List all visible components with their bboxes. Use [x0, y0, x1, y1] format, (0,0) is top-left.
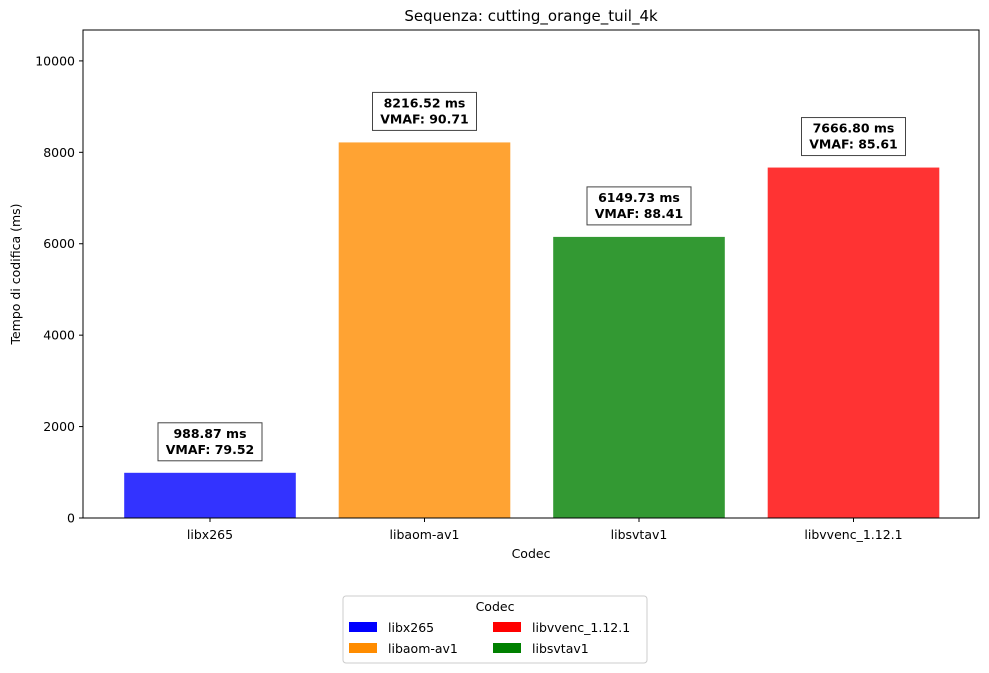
y-tick-label: 4000 [43, 328, 75, 343]
data-label-vmaf: VMAF: 79.52 [166, 442, 255, 457]
x-tick-label: libaom-av1 [390, 527, 460, 542]
bar-libaom-av1 [338, 142, 511, 518]
y-tick-label: 2000 [43, 419, 75, 434]
data-label-box [372, 91, 477, 131]
data-label-vmaf: VMAF: 88.41 [595, 206, 684, 221]
legend-title: Codec [476, 599, 515, 614]
y-tick-label: 10000 [35, 53, 75, 68]
x-tick-label: libvvenc_1.12.1 [804, 527, 902, 542]
data-label-box [801, 117, 906, 157]
chart-title: Sequenza: cutting_orange_tuil_4k [404, 7, 658, 26]
legend-label-libaom-av1: libaom-av1 [388, 641, 458, 656]
legend-swatch-libaom-av1 [349, 643, 377, 653]
y-axis-label: Tempo di codifica (ms) [8, 203, 23, 345]
x-tick-label: libx265 [187, 527, 233, 542]
data-label-time: 8216.52 ms [384, 95, 466, 110]
y-tick-label: 0 [67, 511, 75, 526]
data-label-time: 7666.80 ms [813, 121, 895, 136]
x-axis-label: Codec [512, 546, 551, 561]
legend-swatch-libsvtav1 [493, 643, 521, 653]
legend-swatch-libvvenc_1.12.1 [493, 622, 521, 632]
legend-label-libvvenc_1.12.1: libvvenc_1.12.1 [532, 620, 630, 635]
legend: Codec libx265 libvvenc_1.12.1 libaom-av1 li… [342, 595, 648, 664]
data-label-time: 988.87 ms [173, 426, 246, 441]
y-tick-label: 6000 [43, 236, 75, 251]
data-label-vmaf: VMAF: 90.71 [380, 111, 469, 126]
bar-libx265 [124, 472, 296, 518]
bar-libvvenc_1.12.1 [767, 167, 940, 518]
legend-label-libx265: libx265 [388, 620, 434, 635]
data-label-box [586, 186, 692, 226]
legend-swatch-libx265 [349, 622, 377, 632]
y-tick-label: 8000 [43, 145, 75, 160]
bar-libsvtav1 [553, 236, 725, 518]
data-label-time: 6149.73 ms [598, 190, 680, 205]
data-label-box [157, 422, 263, 462]
data-label-vmaf: VMAF: 85.61 [809, 137, 898, 152]
legend-label-libsvtav1: libsvtav1 [532, 641, 589, 656]
plot-frame [82, 29, 980, 519]
x-tick-label: libsvtav1 [611, 527, 668, 542]
